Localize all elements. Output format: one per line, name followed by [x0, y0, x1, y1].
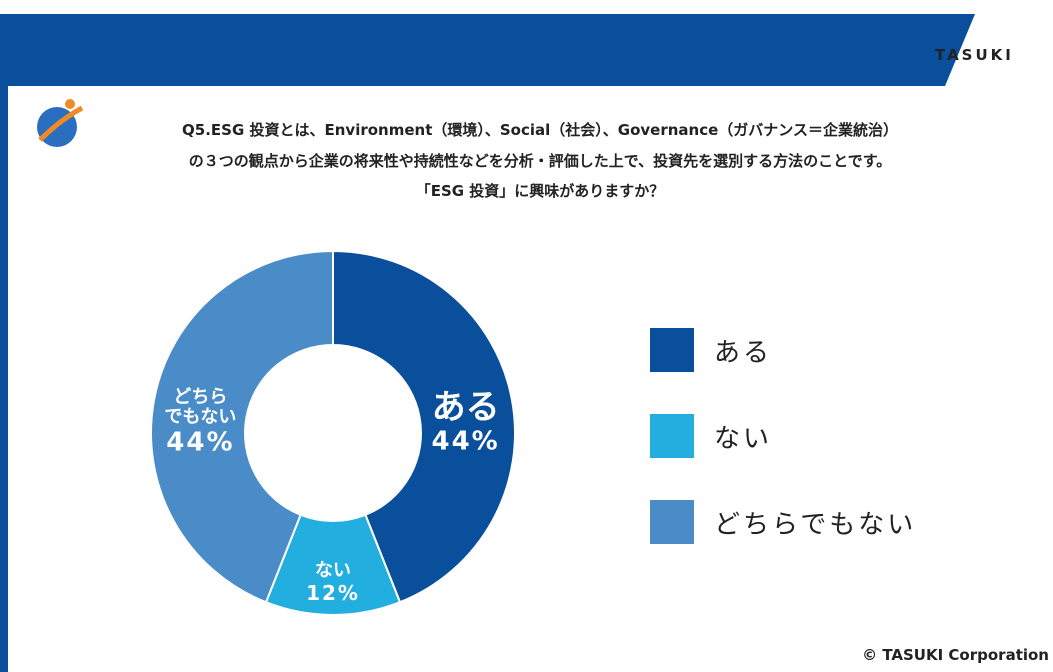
slice-label: どちら でもない 44%: [164, 386, 237, 458]
slice-value: 44%: [431, 426, 500, 457]
slice-value: 44%: [166, 427, 235, 458]
slice-name: ない: [315, 560, 351, 582]
title-line: 「ESG 投資」に興味がありますか？: [415, 182, 665, 200]
title-line: の３つの観点から企業の将来性や持続性などを分析・評価した上で、投資先を選別する方…: [188, 152, 892, 170]
legend-label: ない: [714, 424, 773, 454]
legend-swatch: [650, 500, 694, 544]
slice: [150, 249, 334, 604]
logo: TASUKI: [935, 46, 1014, 64]
title-line: Q5.ESG 投資とは、Environment（環境）、Social（社会）、G…: [182, 121, 898, 139]
globe-icon: [37, 99, 84, 147]
legend-swatch: [650, 414, 694, 458]
slice-name: ある: [431, 387, 500, 428]
slice: [332, 249, 516, 604]
slice-label: ない 12%: [306, 560, 360, 605]
legend-swatch: [650, 328, 694, 372]
left-border: [0, 14, 8, 672]
header-band: [0, 14, 975, 86]
footer: © TASUKI Corporation: [862, 646, 1049, 664]
legend-label: どちらでもない: [714, 510, 917, 540]
slice-name: どちら でもない: [164, 386, 237, 428]
slice-value: 12%: [306, 580, 360, 605]
slice-label: ある 44%: [431, 388, 499, 457]
legend-label: ある: [714, 338, 773, 368]
